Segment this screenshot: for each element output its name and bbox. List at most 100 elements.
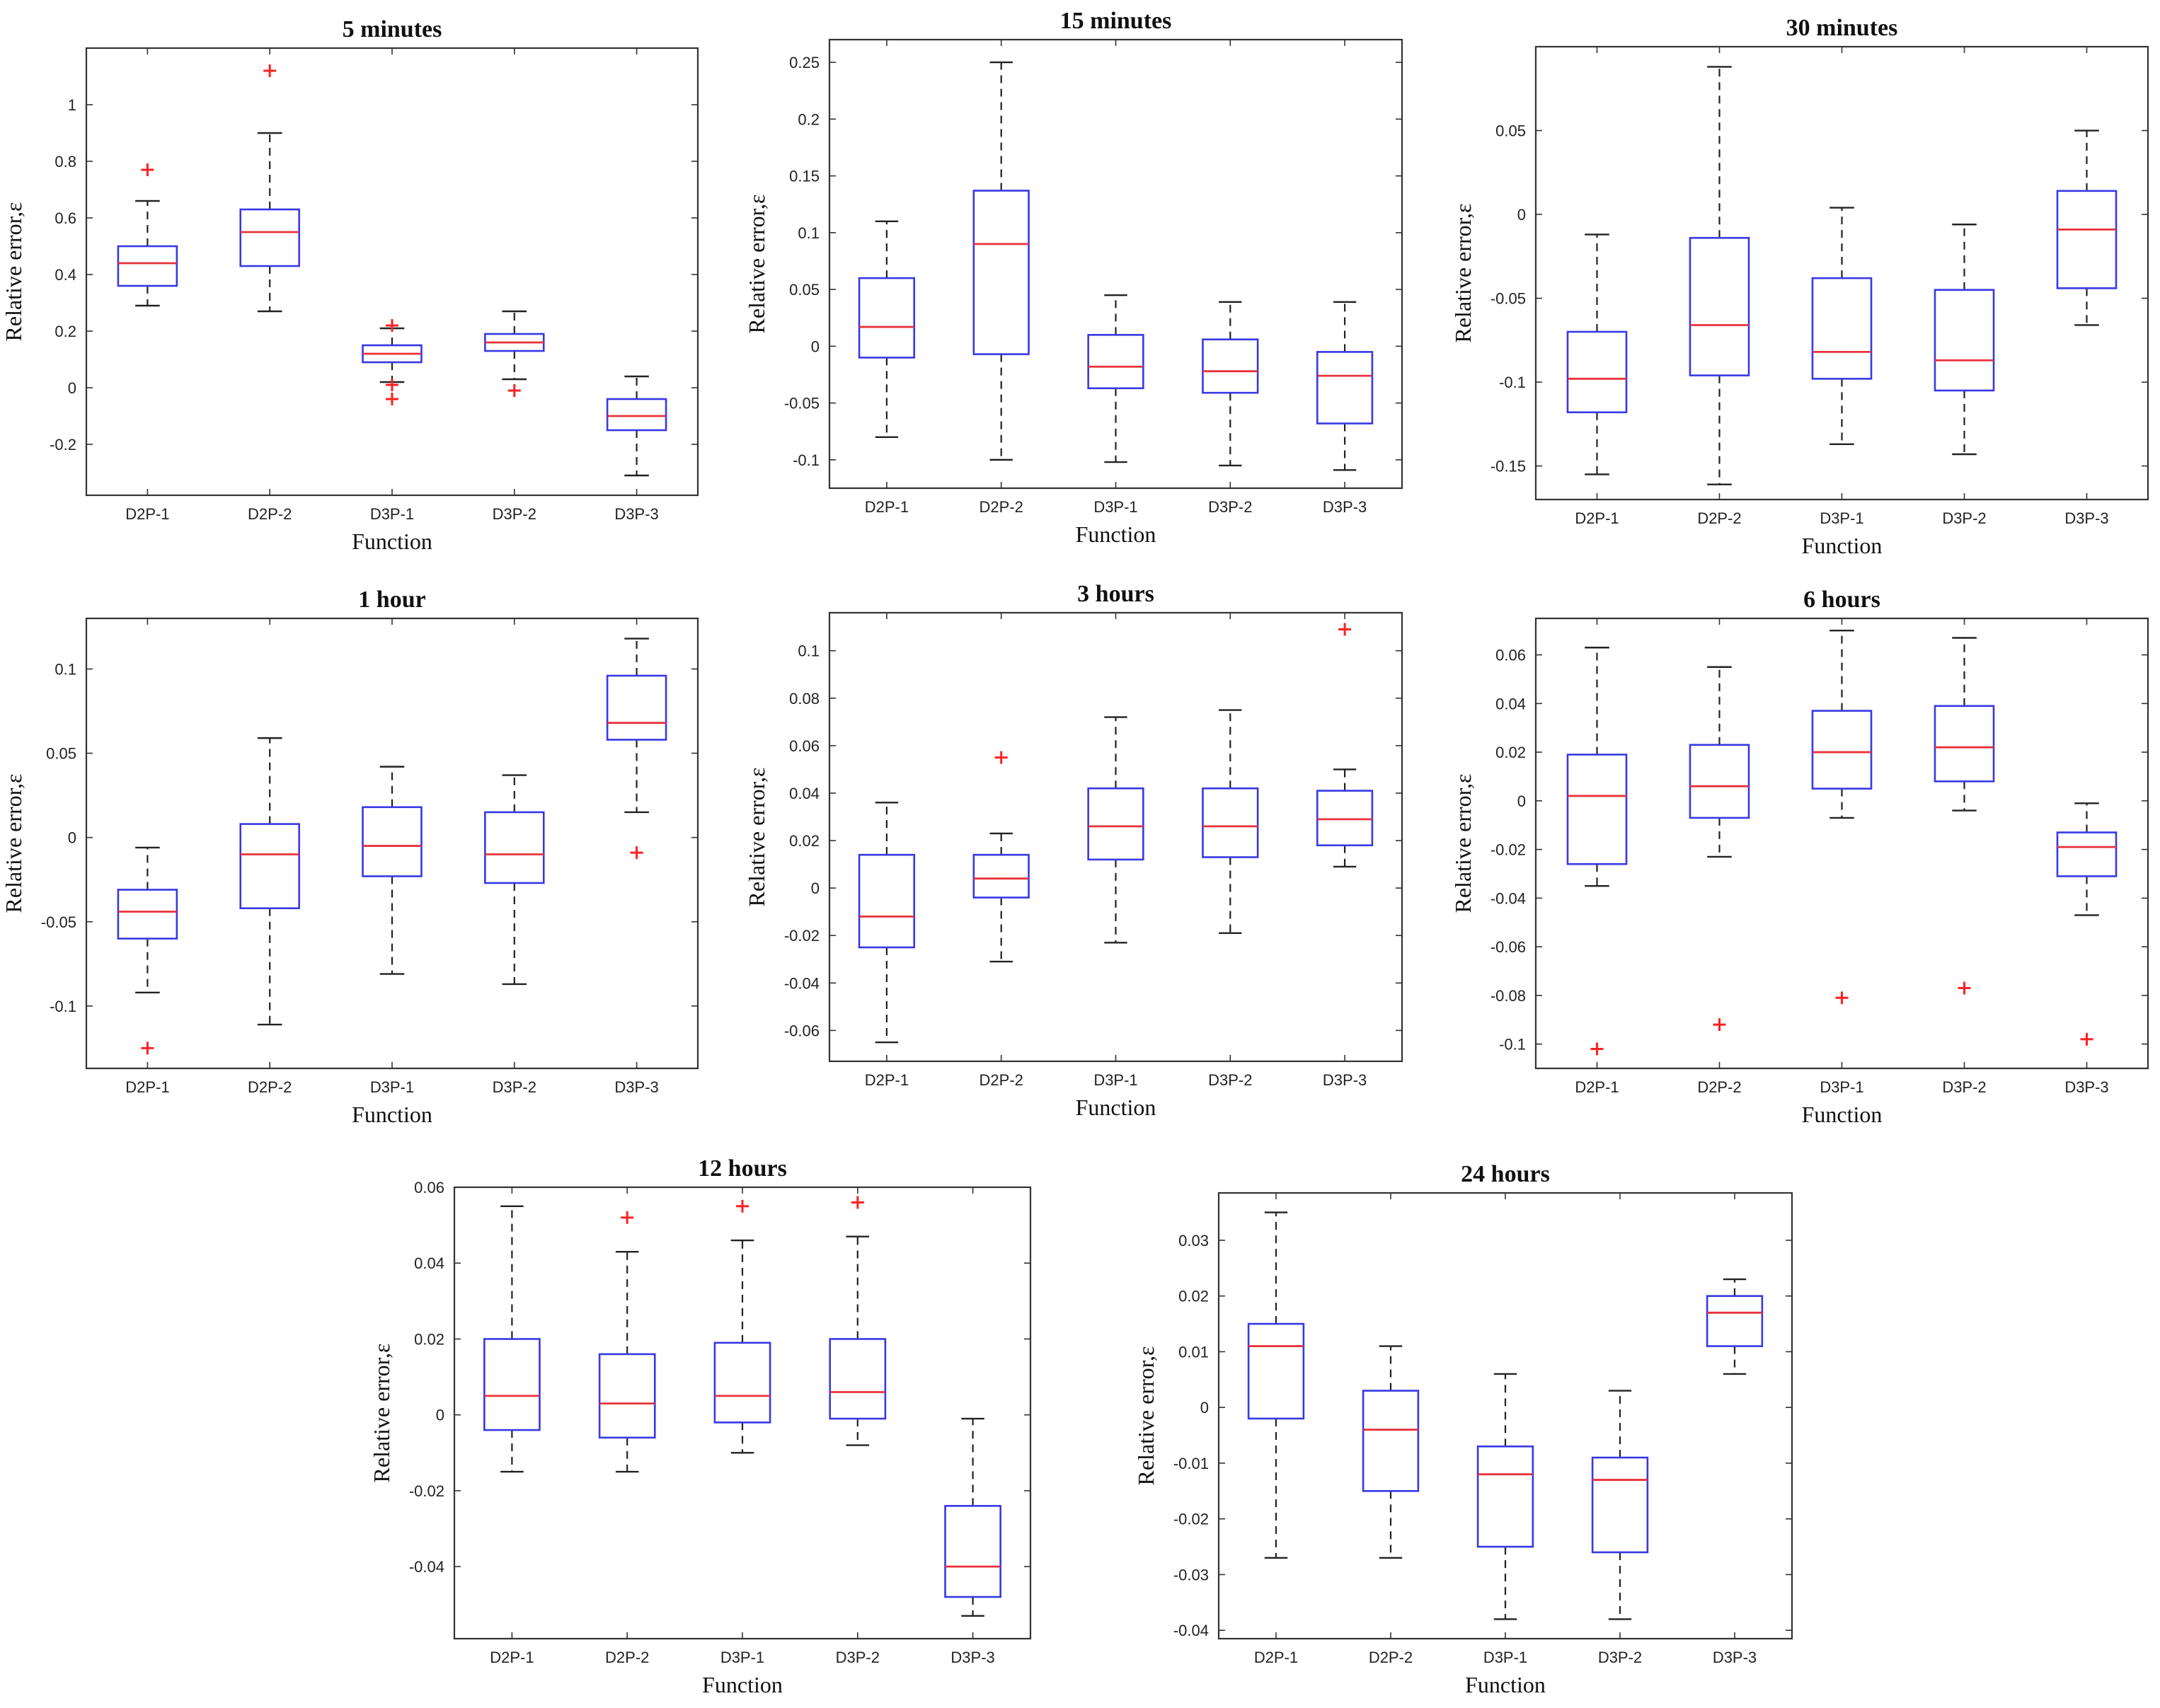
- iqr-box: [606, 674, 667, 741]
- iqr-box: [1316, 790, 1374, 847]
- iqr-box: [858, 853, 916, 949]
- outlier-marker: [386, 379, 398, 391]
- y-tick-label: 0.06: [414, 1179, 444, 1196]
- iqr-box: [1689, 744, 1750, 819]
- box-d2p-1: [858, 802, 916, 1044]
- box-d2p-1: [483, 1205, 541, 1473]
- x-tick-label: D3P-2: [493, 1078, 536, 1096]
- iqr-box: [239, 208, 300, 267]
- y-tick-label: -0.04: [1173, 1622, 1209, 1639]
- outlier-marker: [507, 384, 521, 397]
- x-tick-label: D3P-1: [1483, 1649, 1527, 1666]
- y-tick-label: 0: [1200, 1399, 1209, 1416]
- iqr-box: [1934, 705, 1995, 783]
- x-tick-label: D3P-2: [1208, 1071, 1252, 1089]
- y-tick-label: 0.4: [54, 266, 76, 284]
- plot-frame: [453, 1186, 1032, 1640]
- box-d2p-2: [1362, 1345, 1420, 1559]
- iqr-box: [239, 823, 300, 910]
- box-d3p-1: [1476, 1373, 1534, 1620]
- y-tick-label: 0: [68, 829, 76, 847]
- y-axis-label: Relative error,ε: [1133, 1346, 1159, 1486]
- y-tick-label: -0.04: [784, 974, 820, 992]
- iqr-box: [972, 853, 1030, 899]
- iqr-box: [1316, 351, 1374, 425]
- y-tick-label: 0.04: [1495, 695, 1526, 712]
- iqr-box: [484, 811, 545, 884]
- chart-panel: -0.1 -0.08 -0.06 -0.04 -0.02 0 0.02 0.04 0.06 D2P…: [1450, 587, 2149, 1127]
- outlier-marker: [386, 319, 398, 332]
- outlier-marker: [386, 393, 398, 405]
- outlier-marker: [1590, 1042, 1604, 1056]
- x-tick-label: D2P-2: [605, 1649, 649, 1666]
- y-tick-label: -0.04: [409, 1558, 444, 1576]
- outlier-marker: [994, 751, 1008, 764]
- box-d3p-3: [1316, 623, 1374, 868]
- iqr-box: [598, 1353, 656, 1439]
- x-tick-label: D3P-1: [1820, 1078, 1863, 1096]
- iqr-box: [713, 1341, 771, 1424]
- iqr-box: [606, 398, 667, 432]
- chart-title: 6 hours: [1803, 587, 1880, 613]
- x-tick-label: D3P-1: [1093, 1071, 1137, 1089]
- iqr-box: [117, 889, 178, 940]
- plot-frame: [85, 617, 699, 1070]
- y-tick-label: 0.02: [1178, 1288, 1209, 1305]
- y-tick-label: -0.1: [1499, 374, 1526, 391]
- y-tick-label: 0.6: [54, 209, 76, 227]
- x-axis-label: Function: [352, 529, 432, 554]
- box-d3p-2: [829, 1196, 887, 1446]
- y-tick-label: 0.2: [798, 110, 820, 128]
- y-tick-label: -0.1: [793, 451, 820, 469]
- outlier-marker: [1713, 1018, 1726, 1032]
- x-tick-label: D3P-3: [614, 1078, 658, 1096]
- y-axis-label: Relative error,ε: [744, 195, 769, 334]
- box-d3p-1: [362, 319, 423, 405]
- x-tick-label: D3P-1: [1820, 509, 1863, 527]
- x-tick-label: D3P-1: [370, 1078, 414, 1096]
- iqr-box: [1087, 787, 1144, 861]
- iqr-box: [1247, 1322, 1305, 1420]
- box-d3p-2: [1202, 709, 1259, 935]
- x-tick-label: D2P-1: [865, 1071, 909, 1089]
- box-d2p-2: [598, 1211, 656, 1473]
- box-d3p-2: [1934, 224, 1995, 456]
- x-tick-label: D2P-1: [1254, 1649, 1298, 1666]
- box-d3p-2: [1591, 1390, 1649, 1620]
- outlier-marker: [1338, 623, 1352, 636]
- box-d3p-1: [362, 766, 423, 975]
- box-d3p-1: [1087, 716, 1144, 944]
- x-tick-label: D2P-1: [125, 505, 169, 523]
- y-tick-label: 0.04: [414, 1254, 444, 1272]
- x-axis-label: Function: [702, 1672, 783, 1697]
- y-tick-label: -0.15: [1490, 458, 1526, 475]
- y-tick-label: 1: [68, 96, 76, 114]
- x-tick-label: D3P-3: [2064, 509, 2108, 527]
- chart-panel: -0.2 0 0.2 0.4 0.6 0.8 1 D2P-1 D2P-2 D3P-1 D3P-2 D3…: [1, 16, 699, 554]
- iqr-box: [1202, 787, 1259, 858]
- box-d3p-3: [2056, 129, 2118, 326]
- x-tick-label: D2P-2: [980, 498, 1023, 516]
- iqr-box: [1706, 1295, 1764, 1347]
- outlier-marker: [736, 1199, 749, 1213]
- iqr-box: [117, 245, 178, 287]
- box-d2p-1: [1566, 647, 1628, 1056]
- x-tick-label: D3P-2: [1208, 498, 1252, 516]
- iqr-box: [483, 1338, 541, 1431]
- iqr-box: [1202, 338, 1259, 394]
- iqr-box: [2056, 831, 2118, 877]
- y-tick-label: -0.02: [409, 1482, 444, 1500]
- box-d3p-2: [1202, 301, 1259, 467]
- x-tick-label: D3P-1: [1093, 498, 1137, 516]
- x-tick-label: D3P-3: [1323, 1071, 1367, 1089]
- box-d3p-3: [2056, 802, 2118, 1046]
- box-d2p-2: [1689, 66, 1750, 485]
- iqr-box: [972, 190, 1030, 355]
- chart-panel: -0.15 -0.1 -0.05 0 0.05 D2P-1 D2P-2 D3P-1 D3P-2 D…: [1450, 15, 2149, 558]
- y-tick-label: 0: [811, 337, 820, 355]
- box-d3p-3: [606, 637, 667, 860]
- outlier-marker: [141, 1041, 154, 1055]
- x-tick-label: D3P-1: [370, 505, 414, 523]
- y-tick-label: -0.04: [1490, 889, 1526, 907]
